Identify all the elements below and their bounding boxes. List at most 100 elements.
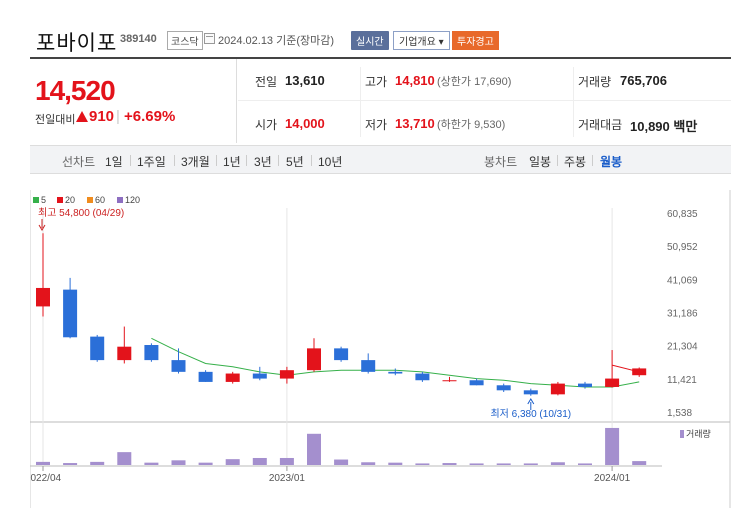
volume-bar <box>225 459 240 465</box>
high-value: 14,810 <box>395 73 435 88</box>
candlestick-chart: 60,835 50,952 41,069 31,186 21,304 11,421 1,53… <box>25 190 731 508</box>
y-tick-label: 50,952 <box>667 242 698 253</box>
realtime-button[interactable]: 실시간 <box>351 31 389 50</box>
toolbar-separator <box>246 155 247 166</box>
toolbar-separator <box>130 155 131 166</box>
upper-limit: (상한가 17,690) <box>437 76 512 88</box>
volume-bar <box>36 461 50 465</box>
candle-body <box>469 380 484 386</box>
x-tick-label: 2023/01 <box>269 473 306 484</box>
candle-weekly[interactable]: 주봉 <box>564 155 587 169</box>
volume-bar <box>144 462 159 465</box>
candle-body <box>632 368 647 376</box>
legend-label: 60 <box>95 195 105 205</box>
volume-legend-swatch <box>680 430 684 438</box>
candle-daily[interactable]: 일봉 <box>529 155 552 169</box>
candle-body <box>496 385 511 391</box>
change-label: 전일대비 <box>35 114 76 126</box>
investment-warning-badge[interactable]: 투자경고 <box>452 31 499 50</box>
quote-column-divider <box>360 67 361 137</box>
volume-label: 거래량 <box>578 75 612 89</box>
ma5-line <box>151 337 640 388</box>
x-tick-label: 2022/04 <box>30 473 62 484</box>
volume-bar <box>361 462 376 465</box>
legend-label: 120 <box>125 195 140 205</box>
legend-swatch <box>87 197 93 203</box>
y-tick-label: 21,304 <box>667 342 698 353</box>
candle-body <box>361 360 376 372</box>
candle-body <box>605 378 620 387</box>
toolbar-separator <box>278 155 279 166</box>
volume-bar <box>442 463 457 465</box>
y-tick-label: 60,835 <box>667 209 698 220</box>
volume-bar <box>334 459 349 465</box>
quote-row-divider <box>238 100 731 101</box>
company-overview-dropdown[interactable]: 기업개요 ▾ <box>393 31 450 50</box>
low-label: 저가 <box>365 118 388 132</box>
candle-body <box>171 360 186 372</box>
y-tick-label: 1,538 <box>667 408 692 419</box>
volume-bar <box>90 461 105 465</box>
volume-bar <box>171 460 186 465</box>
period-3y[interactable]: 3년 <box>254 155 272 169</box>
open-value: 14,000 <box>285 116 325 131</box>
period-5y[interactable]: 5년 <box>286 155 304 169</box>
candle-body <box>415 373 430 381</box>
y-tick-label: 11,421 <box>667 375 697 386</box>
amount-label: 거래대금 <box>578 118 623 132</box>
legend-label: 20 <box>65 195 75 205</box>
volume-bar <box>279 457 294 465</box>
legend-label: 5 <box>41 195 46 205</box>
prev-close-label: 전일 <box>255 75 278 89</box>
period-1y[interactable]: 1년 <box>223 155 241 169</box>
candle-body <box>117 346 132 361</box>
x-tick-label: 2024/01 <box>594 473 631 484</box>
toolbar-separator <box>557 155 558 166</box>
amount-value: 10,890 백만 <box>630 119 698 134</box>
quote-column-divider <box>573 67 574 137</box>
candle-body <box>523 390 538 395</box>
period-10y[interactable]: 10년 <box>318 155 343 169</box>
stock-header: 포바이포 389140 코스닥 2024.02.13 기준(장마감) 실시간 기… <box>0 0 731 58</box>
current-price: 14,520 <box>35 75 116 106</box>
volume-bar <box>469 463 484 465</box>
volume-bar <box>496 463 511 465</box>
toolbar-separator <box>311 155 312 166</box>
max-annotation: 최고 54,800 (04/29) <box>38 207 124 219</box>
volume-bar <box>550 462 565 465</box>
candle-body <box>442 380 457 382</box>
volume-bar <box>578 463 592 465</box>
candle-body <box>252 373 267 379</box>
volume-value: 765,706 <box>620 73 667 88</box>
header-divider <box>30 57 731 59</box>
change-separator: | <box>116 108 120 125</box>
low-value: 13,710 <box>395 116 435 131</box>
min-arrow-head <box>527 398 535 405</box>
candle-monthly[interactable]: 월봉 <box>600 155 623 169</box>
period-1d[interactable]: 1일 <box>105 155 123 169</box>
candle-body <box>63 289 78 338</box>
open-label: 시가 <box>255 118 278 132</box>
volume-bar <box>63 463 78 465</box>
volume-bar <box>252 457 267 465</box>
legend-swatch <box>57 197 63 203</box>
candle-body <box>36 287 50 307</box>
candle-chart-label: 봉차트 <box>484 155 518 169</box>
candle-body <box>550 383 565 395</box>
market-badge: 코스닥 <box>167 31 203 50</box>
chart-toolbar: 선차트 1일 1주일 3개월 1년 3년 5년 10년 봉차트 일봉 주봉 월봉 <box>30 145 731 174</box>
period-1w[interactable]: 1주일 <box>137 155 166 169</box>
legend-swatch <box>117 197 123 203</box>
date-text: 2024.02.13 기준(장마감) <box>218 35 335 47</box>
high-label: 고가 <box>365 75 388 89</box>
y-tick-label: 41,069 <box>667 275 698 286</box>
period-3m[interactable]: 3개월 <box>181 155 210 169</box>
y-tick-label: 31,186 <box>667 309 698 320</box>
legend-swatch <box>33 197 39 203</box>
candle-body <box>388 371 403 374</box>
candle-body <box>225 373 240 382</box>
volume-bar <box>388 462 403 465</box>
candle-body <box>279 370 294 379</box>
prev-close-value: 13,610 <box>285 73 325 88</box>
candle-body <box>144 345 159 361</box>
